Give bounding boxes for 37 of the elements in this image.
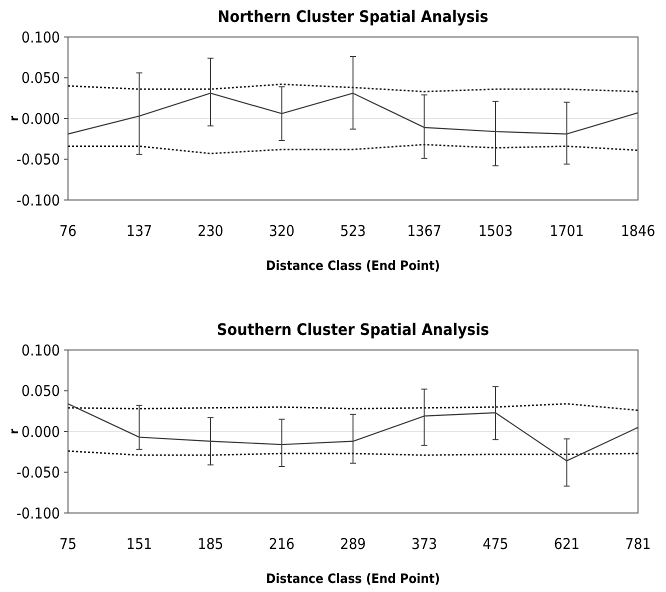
x-tick-label: 320 <box>268 222 295 240</box>
y-tick-label: -0.050 <box>16 464 60 482</box>
x-tick-label: 1846 <box>620 222 656 240</box>
chart-title: Southern Cluster Spatial Analysis <box>216 320 490 339</box>
x-tick-label: 230 <box>198 222 224 240</box>
y-tick-label: 0.050 <box>21 382 60 400</box>
y-tick-label: 0.100 <box>21 28 60 46</box>
y-tick-label: 0.050 <box>21 69 60 87</box>
x-tick-label: 475 <box>482 535 508 553</box>
x-tick-label: 75 <box>59 535 77 553</box>
x-tick-label: 1503 <box>478 222 513 240</box>
y-tick-label: -0.050 <box>16 150 60 168</box>
x-tick-label: 151 <box>126 535 152 553</box>
x-tick-label: 289 <box>340 535 366 553</box>
x-tick-label: 216 <box>268 535 295 553</box>
x-tick-label: 621 <box>554 535 580 553</box>
y-tick-label: 0.000 <box>21 422 60 441</box>
y-tick-label: -0.100 <box>16 504 60 522</box>
x-tick-label: 137 <box>126 222 152 240</box>
y-axis-title: r <box>7 115 21 122</box>
x-tick-label: 1701 <box>550 222 584 240</box>
line-series <box>67 403 639 412</box>
x-tick-label: 781 <box>625 535 651 553</box>
y-tick-label: 0.000 <box>21 110 60 128</box>
x-axis-title: Distance Class (End Point) <box>266 259 440 274</box>
line-series <box>67 84 639 92</box>
x-tick-label: 523 <box>340 222 366 240</box>
y-tick-label: 0.100 <box>21 341 60 360</box>
x-tick-label: 76 <box>59 222 77 240</box>
x-axis-title: Distance Class (End Point) <box>266 572 440 587</box>
chart-title: Northern Cluster Spatial Analysis <box>218 7 488 26</box>
x-tick-label: 1367 <box>407 222 442 240</box>
line-series <box>67 144 639 154</box>
y-tick-label: -0.100 <box>16 191 60 210</box>
y-axis-title: r <box>7 428 21 434</box>
x-tick-label: 185 <box>198 535 224 553</box>
x-tick-label: 373 <box>411 535 438 553</box>
